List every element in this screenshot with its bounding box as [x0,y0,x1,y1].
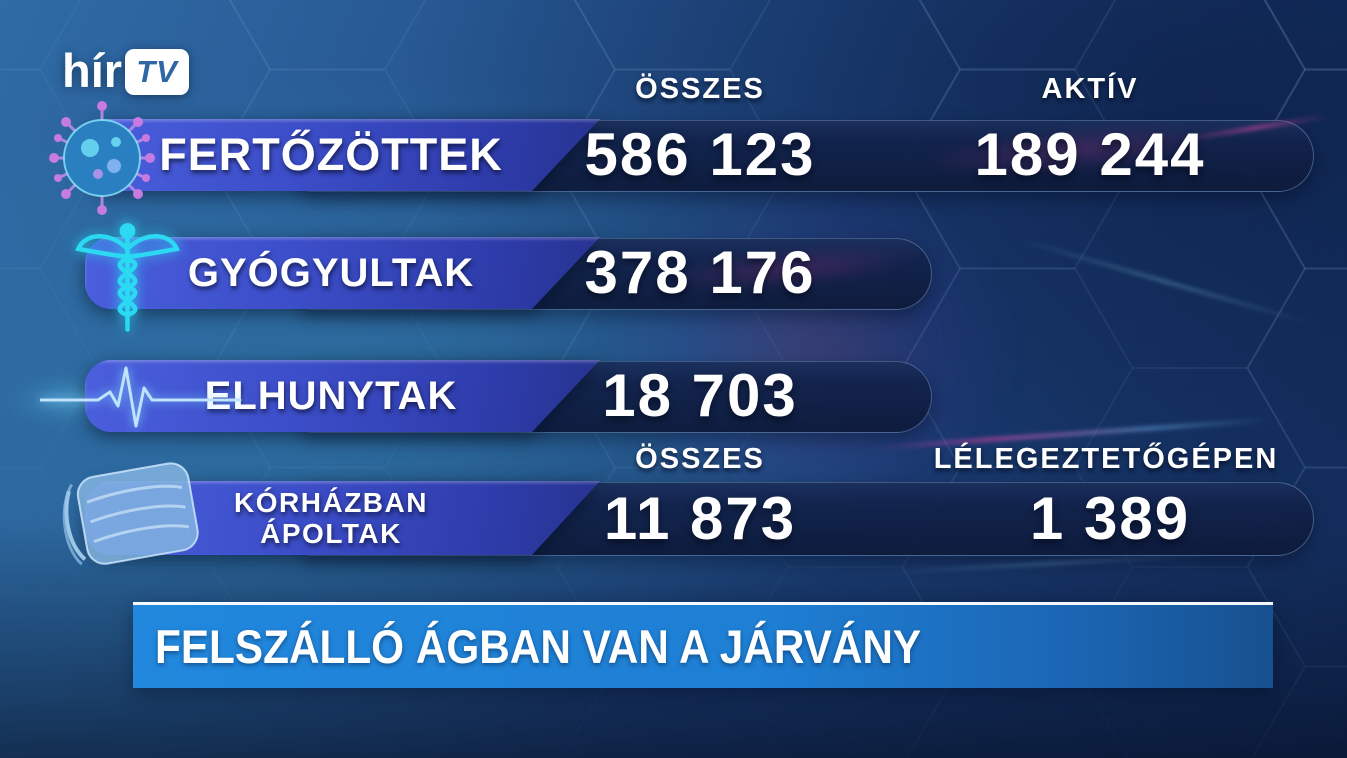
value-on-ventilator: 1 389 [1029,485,1191,552]
row-label-deceased: ELHUNYTAK [85,360,600,432]
row-label-infected: FERTŐZÖTTEK [85,119,600,191]
coronavirus-icon [49,101,155,215]
face-mask-icon [62,462,199,566]
heartbeat-icon [40,366,242,428]
hirtv-logo-tv-text: TV [136,54,178,89]
hirtv-logo-tv-badge: TV [125,49,190,95]
row-label-text: ELHUNYTAK [204,373,458,418]
row-label-line2: ÁPOLTAK [260,518,402,549]
value-infected-active: 189 244 [974,121,1206,188]
value-hospitalized-total: 11 873 [603,485,797,552]
value-recovered-total: 378 176 [584,239,816,306]
label-bar-shape [85,119,600,191]
headline-text: FELSZÁLLÓ ÁGBAN VAN A JÁRVÁNY [155,620,922,673]
column-header-total-infected: ÖSSZES [635,73,765,105]
row-label-text: FERTŐZÖTTEK [159,129,503,180]
column-header-active-infected: AKTÍV [1041,73,1139,105]
row-label-recovered: GYÓGYULTAK [85,237,600,309]
column-header-hospitalized-total: ÖSSZES [635,443,765,475]
row-label-text: KÓRHÁZBAN ÁPOLTAK [85,487,600,549]
value-deceased-total: 18 703 [602,362,798,429]
headline-banner: FELSZÁLLÓ ÁGBAN VAN A JÁRVÁNY [133,602,1273,688]
caduceus-icon [75,223,180,332]
hirtv-logo: hír TV [62,44,190,97]
row-label-text: GYÓGYULTAK [187,250,475,295]
hirtv-logo-wordmark: hír [62,44,123,97]
column-header-on-ventilator: LÉLEGEZTETŐGÉPEN [933,443,1279,475]
label-bar-shape [85,360,600,432]
value-infected-total: 586 123 [584,121,816,188]
row-label-line1: KÓRHÁZBAN [234,487,428,518]
